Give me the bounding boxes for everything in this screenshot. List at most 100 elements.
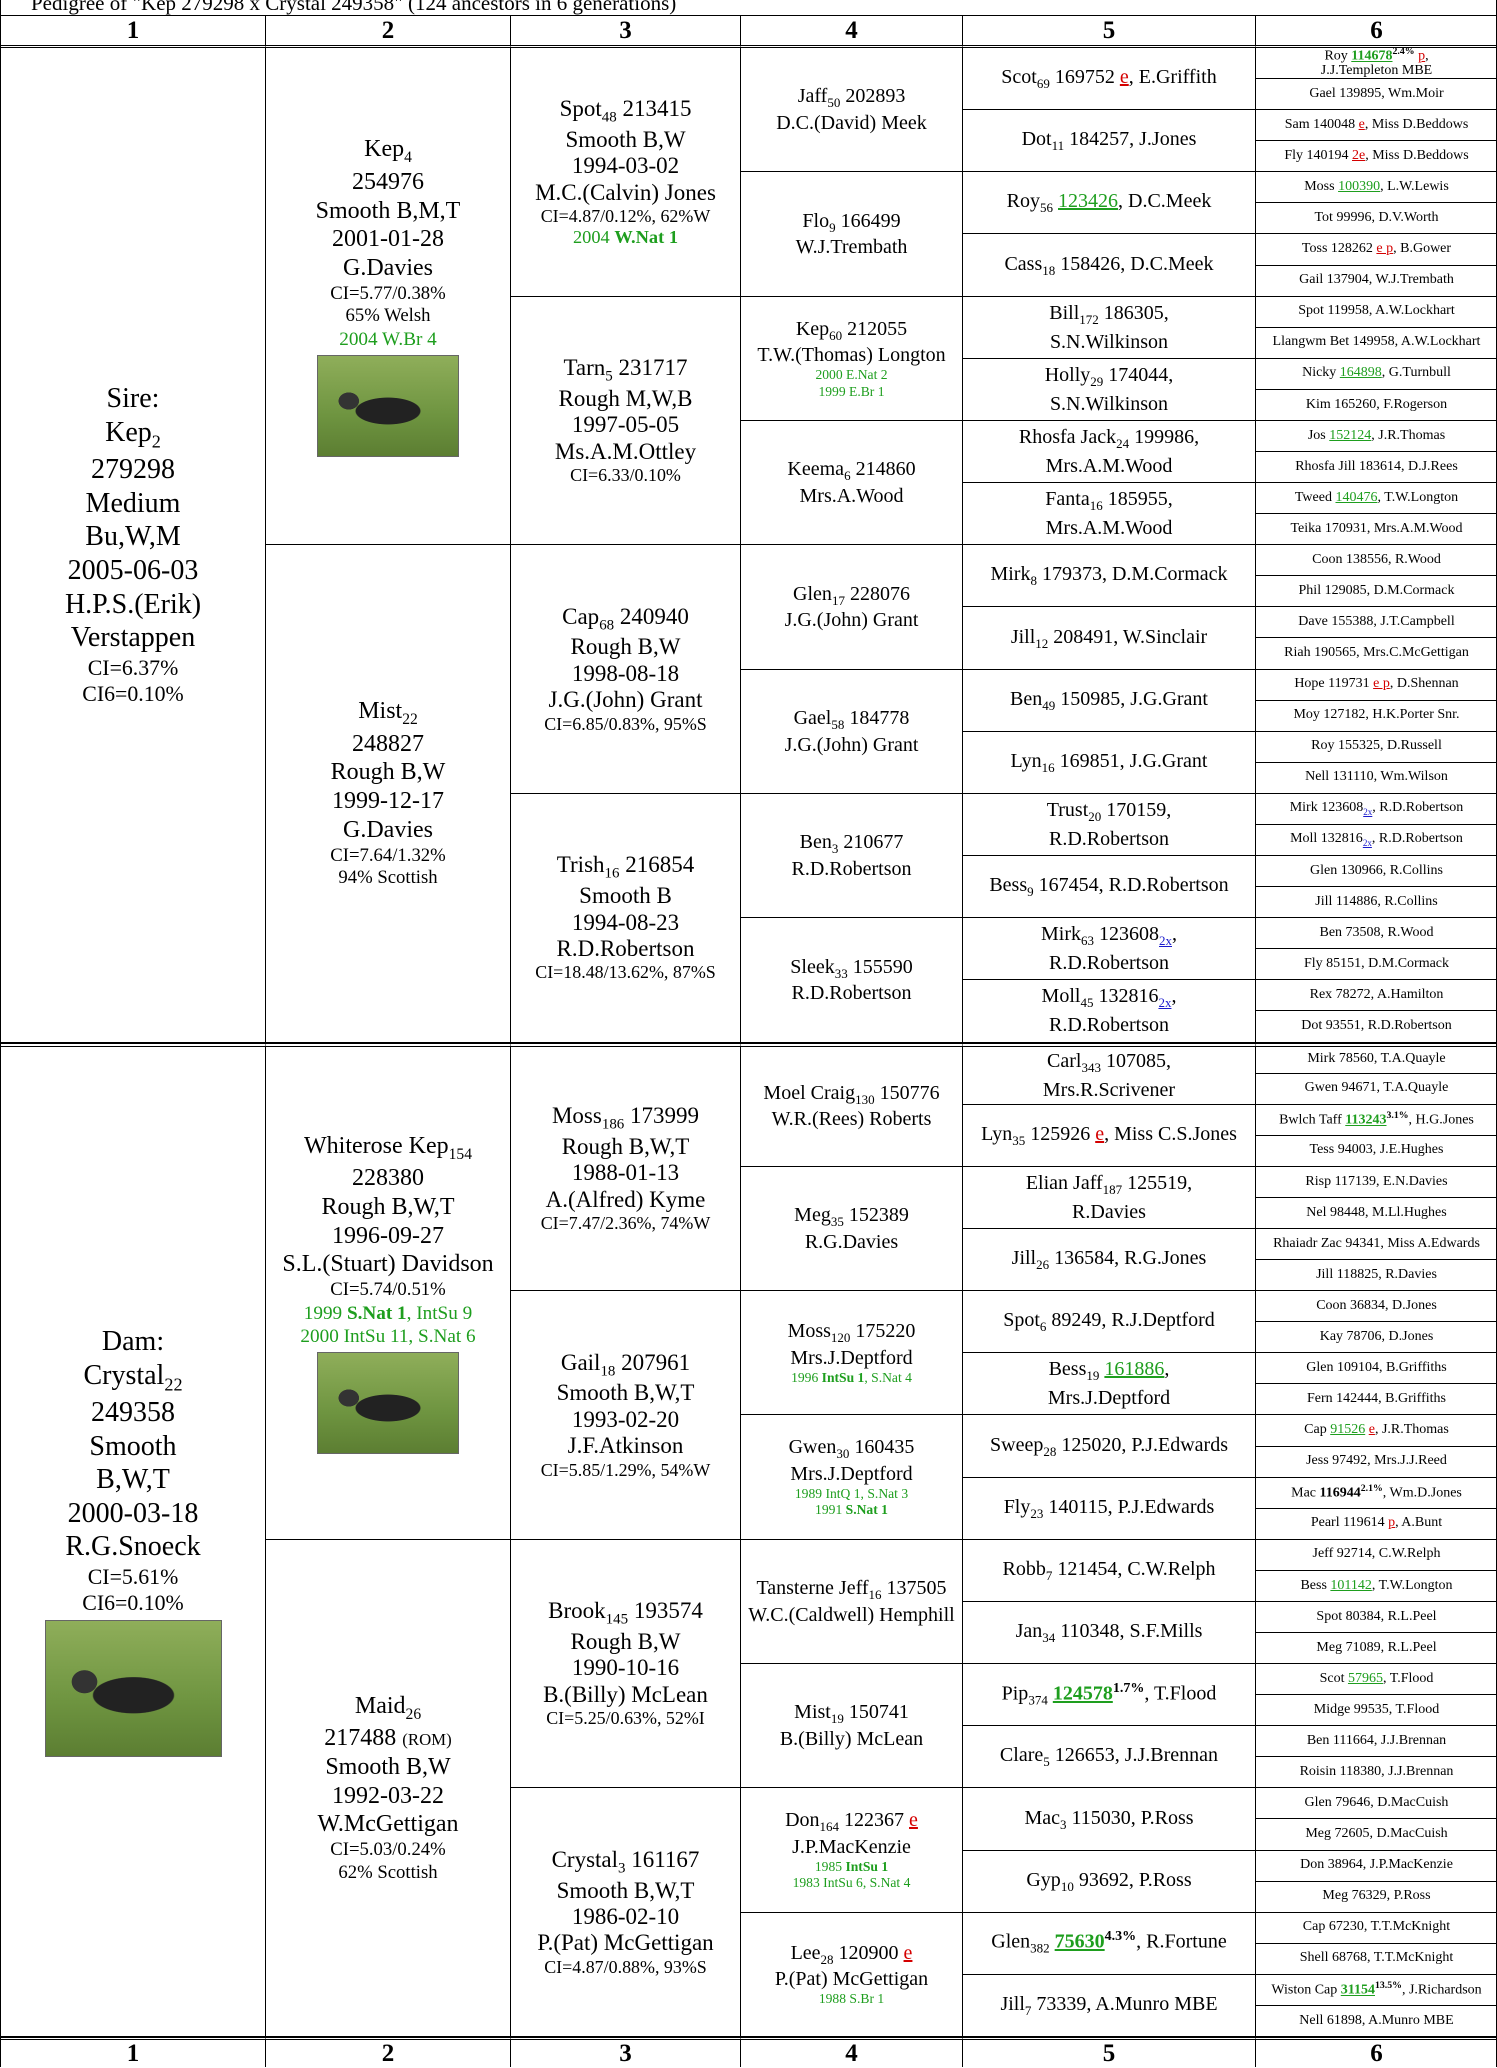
link[interactable]: 57965 (1347, 1670, 1383, 1686)
link[interactable]: 2x (1362, 837, 1372, 848)
link[interactable]: e p (1373, 676, 1390, 692)
text-line: Kep60 212055 (796, 317, 907, 344)
link[interactable]: 140476 (1335, 489, 1378, 505)
link[interactable]: e (1358, 116, 1365, 132)
text-line: J.G.(John) Grant (548, 687, 703, 713)
text-part: Mirk (1041, 923, 1081, 946)
link[interactable]: 2x (1363, 806, 1373, 817)
text-part: W.Nat 1 (614, 226, 679, 247)
text-line: Gael58 184778 (794, 706, 910, 733)
text-part: 217488 (324, 1725, 403, 1752)
text-line: Shell 68768, T.T.McKnight (1299, 1950, 1454, 1966)
link[interactable]: 101142 (1330, 1577, 1372, 1593)
link[interactable]: 152124 (1329, 427, 1372, 443)
text-line: Mist22 (358, 697, 418, 730)
text-part: 12 (1035, 635, 1049, 651)
text-part: 184778 (844, 706, 910, 729)
link[interactable]: 2e (1352, 147, 1366, 163)
text-line: Nell 61898, A.Munro MBE (1299, 2012, 1454, 2028)
link[interactable]: 114678 (1351, 48, 1393, 64)
text-line: S.N.Wilkinson (1049, 392, 1169, 415)
ancestor-cell: Moss 100390, L.W.Lewis (1256, 172, 1497, 204)
link[interactable]: 161886 (1104, 1358, 1165, 1381)
text-part: Jill (1000, 1992, 1025, 2015)
ancestor-cell: Trish16 216854 Smooth B 1994-08-23 R.D.Robe… (511, 793, 741, 1043)
link[interactable]: e (903, 1941, 913, 1964)
link[interactable]: 100390 (1338, 179, 1381, 194)
text-line: Pearl 119614 p, A.Bunt (1311, 1516, 1442, 1531)
text-part: 16 (1041, 759, 1055, 775)
ancestor-cell: Spot 80384, R.L.Peel (1256, 1602, 1497, 1633)
text-part: Scot (1001, 66, 1037, 89)
link[interactable]: 91526 (1330, 1422, 1366, 1438)
link[interactable]: 2x (1159, 933, 1172, 949)
text-line: 228380 (352, 1165, 424, 1192)
link[interactable]: 123426 (1058, 190, 1118, 213)
text-part: Gyp (1026, 1868, 1061, 1891)
text-line: 1994-03-02 (571, 153, 680, 179)
text-line: CI=7.47/2.36%, 74%W (540, 1213, 711, 1234)
text-line: Whiterose Kep154 (304, 1132, 472, 1165)
ancestor-cell: Moss120 175220 Mrs.J.Deptford 1996 IntSu 1… (741, 1291, 963, 1416)
link[interactable]: 31154 (1340, 1982, 1375, 1998)
text-line: 217488 (ROM) (324, 1724, 451, 1753)
ancestor-cell: Jess 97492, Mrs.J.J.Reed (1256, 1447, 1497, 1478)
text-line: Smooth B,W,T (556, 1380, 695, 1406)
ancestor-cell: Mirk63 1236082x, R.D.Robertson (963, 918, 1256, 981)
link[interactable]: e (1368, 1422, 1375, 1438)
text-line: 1993-02-20 (571, 1406, 680, 1432)
text-line: B.(Billy) McLean (543, 1681, 708, 1707)
text-part: 18 (600, 1363, 616, 1380)
text-part: Fanta (1045, 488, 1090, 511)
link[interactable]: 75630 (1054, 1931, 1105, 1954)
text-line: Moss120 175220 (788, 1319, 916, 1346)
text-part: Clare (999, 1744, 1044, 1767)
text-part: , (1171, 985, 1177, 1008)
text-part: 228076 (844, 582, 910, 605)
text-line: Pip374 1245781.7%, T.Flood (1002, 1680, 1217, 1710)
text-part: Trust (1046, 799, 1089, 821)
ancestor-cell: Coon 36834, D.Jones (1256, 1291, 1497, 1323)
text-line: Lyn35 125926 e, Miss C.S.Jones (981, 1121, 1237, 1150)
text-line: CI=5.85/1.29%, 54%W (540, 1459, 711, 1480)
link[interactable]: e (1095, 1122, 1105, 1145)
text-part: , (1172, 923, 1177, 946)
text-part: Roy (1324, 48, 1352, 64)
column-footer: 4 (741, 2037, 963, 2067)
link[interactable]: p (1418, 48, 1426, 64)
ancestor-cell: Glen382 756304.3%, R.Fortune (963, 1912, 1256, 1975)
text-line: 1985 IntSu 1 (815, 1859, 888, 1875)
link[interactable]: e (909, 1809, 918, 1832)
text-line: Glen382 756304.3%, R.Fortune (991, 1928, 1226, 1958)
link[interactable]: p (1388, 1515, 1396, 1531)
text-line: Gail 137904, W.J.Trembath (1299, 272, 1454, 288)
text-line: Phil 129085, D.M.Cormack (1298, 583, 1455, 599)
link[interactable]: 2x (1158, 995, 1172, 1011)
text-part: 35 (830, 1214, 844, 1230)
ancestor-cell: Jan34 110348, S.F.Mills (963, 1601, 1256, 1665)
text-line: Mrs.A.Wood (799, 484, 904, 507)
ancestor-cell: Fly 85151, D.M.Cormack (1256, 949, 1497, 981)
text-part: 164 (819, 1819, 840, 1835)
text-line: Fly 140194 2e, Miss D.Beddows (1284, 147, 1468, 164)
text-part: 137505 (881, 1577, 947, 1600)
ancestor-cell: Glen 130966, R.Collins (1256, 856, 1497, 888)
text-line: Carl343 107085, (1047, 1048, 1171, 1077)
ancestor-cell: Nell 131110, Wm.Wilson (1256, 763, 1497, 794)
text-line: Moll 1328162x, R.D.Robertson (1290, 831, 1463, 848)
ancestor-cell: Dot11 184257, J.Jones (963, 110, 1256, 173)
ancestor-cell: Tess 94003, J.E.Hughes (1256, 1136, 1497, 1167)
text-line: Mac3 115030, P.Ross (1024, 1805, 1193, 1834)
text-part: Don (785, 1809, 820, 1832)
link[interactable]: e (1119, 66, 1129, 89)
link[interactable]: 113243 (1345, 1112, 1387, 1128)
link[interactable]: e p (1376, 241, 1394, 257)
text-line: Smooth B,W,T (556, 1877, 695, 1903)
link[interactable]: 124578 (1052, 1682, 1113, 1705)
text-part: , S.Nat 4 (864, 1369, 912, 1385)
link[interactable]: 164898 (1339, 365, 1382, 381)
ancestor-cell: Roy56 123426, D.C.Meek (963, 172, 1256, 235)
text-line: Ben49 150985, J.G.Grant (1010, 686, 1208, 715)
ancestor-cell: Jill 114886, R.Collins (1256, 887, 1497, 919)
text-part: Bill (1049, 301, 1080, 324)
